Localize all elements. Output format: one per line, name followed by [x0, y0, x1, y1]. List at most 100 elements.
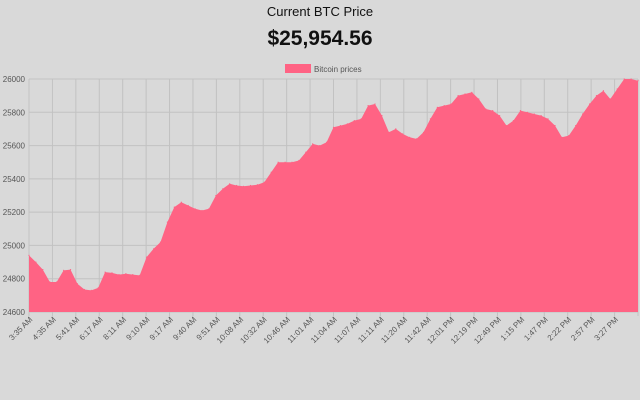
data-point[interactable] — [132, 274, 134, 276]
data-point[interactable] — [125, 273, 127, 275]
data-point[interactable] — [568, 135, 570, 137]
data-point[interactable] — [305, 151, 307, 153]
data-point[interactable] — [582, 113, 584, 115]
data-point[interactable] — [229, 183, 231, 185]
data-point[interactable] — [256, 184, 258, 186]
x-tick-label: 8:11 AM — [101, 315, 128, 342]
data-point[interactable] — [388, 131, 390, 133]
x-tick-label: 5:41 AM — [54, 315, 81, 342]
data-point[interactable] — [28, 254, 30, 256]
data-point[interactable] — [367, 105, 369, 107]
data-point[interactable] — [326, 141, 328, 143]
data-point[interactable] — [298, 159, 300, 162]
data-point[interactable] — [332, 126, 335, 128]
data-point[interactable] — [457, 95, 459, 97]
data-point[interactable] — [374, 103, 376, 105]
data-point[interactable] — [409, 136, 411, 138]
data-point[interactable] — [63, 269, 65, 271]
data-point[interactable] — [471, 91, 473, 93]
data-point[interactable] — [436, 106, 438, 108]
data-point[interactable] — [547, 118, 549, 120]
data-point[interactable] — [464, 93, 466, 95]
data-point[interactable] — [104, 271, 106, 273]
data-point[interactable] — [319, 145, 321, 147]
data-point[interactable] — [616, 88, 618, 90]
data-point[interactable] — [236, 184, 238, 187]
data-point[interactable] — [159, 241, 162, 243]
data-point[interactable] — [201, 209, 203, 212]
data-point[interactable] — [90, 289, 92, 291]
data-point[interactable] — [450, 103, 452, 105]
data-point[interactable] — [97, 287, 99, 289]
data-point[interactable] — [166, 221, 168, 223]
y-tick-label: 24800 — [3, 275, 26, 284]
data-point[interactable] — [277, 161, 279, 163]
data-point[interactable] — [402, 133, 404, 135]
data-point[interactable] — [284, 161, 286, 163]
data-point[interactable] — [173, 206, 175, 208]
data-point[interactable] — [270, 171, 272, 173]
data-point[interactable] — [485, 108, 487, 110]
data-point[interactable] — [353, 120, 355, 122]
data-point[interactable] — [339, 125, 341, 127]
x-tick-label: 6:17 AM — [78, 315, 105, 342]
data-point[interactable] — [56, 281, 58, 283]
data-point[interactable] — [589, 103, 591, 105]
data-point[interactable] — [609, 98, 611, 100]
data-point[interactable] — [194, 208, 196, 210]
data-point[interactable] — [381, 115, 383, 117]
data-point[interactable] — [153, 248, 155, 250]
data-point[interactable] — [139, 274, 141, 276]
x-tick-label: 9:10 AM — [124, 315, 151, 342]
data-point[interactable] — [187, 204, 189, 207]
data-point[interactable] — [42, 269, 44, 271]
y-tick-label: 25200 — [3, 208, 26, 217]
data-point[interactable] — [575, 125, 577, 127]
data-point[interactable] — [630, 78, 632, 80]
legend-label: Bitcoin prices — [314, 65, 362, 74]
data-point[interactable] — [180, 201, 182, 203]
x-tick-label: 4:35 AM — [31, 315, 58, 342]
data-point[interactable] — [35, 261, 37, 263]
data-point[interactable] — [249, 184, 252, 187]
data-point[interactable] — [69, 269, 72, 271]
data-point[interactable] — [499, 115, 501, 117]
data-point[interactable] — [533, 113, 535, 115]
data-point[interactable] — [415, 138, 418, 140]
data-point[interactable] — [512, 120, 515, 122]
data-point[interactable] — [146, 256, 148, 258]
data-point[interactable] — [346, 123, 348, 125]
data-point[interactable] — [111, 272, 113, 274]
data-point[interactable] — [76, 283, 78, 285]
data-point[interactable] — [637, 80, 639, 82]
data-point[interactable] — [422, 131, 425, 133]
data-point[interactable] — [215, 194, 217, 197]
data-point[interactable] — [312, 143, 314, 145]
data-point[interactable] — [561, 136, 563, 138]
data-point[interactable] — [505, 125, 508, 127]
data-point[interactable] — [540, 115, 542, 117]
data-point[interactable] — [602, 90, 605, 92]
data-point[interactable] — [291, 161, 293, 163]
data-point[interactable] — [554, 125, 556, 127]
data-point[interactable] — [83, 288, 85, 291]
data-point[interactable] — [222, 188, 224, 190]
data-point[interactable] — [478, 98, 480, 100]
data-point[interactable] — [595, 95, 598, 97]
data-point[interactable] — [118, 274, 120, 276]
data-point[interactable] — [208, 208, 210, 210]
legend[interactable]: Bitcoin prices — [285, 64, 362, 74]
data-point[interactable] — [519, 110, 522, 112]
data-point[interactable] — [443, 105, 445, 107]
x-tick-label: 9:17 AM — [148, 315, 175, 342]
data-point[interactable] — [360, 118, 362, 120]
data-point[interactable] — [49, 281, 51, 283]
data-point[interactable] — [395, 128, 397, 130]
data-point[interactable] — [526, 111, 528, 113]
data-point[interactable] — [429, 118, 431, 120]
data-point[interactable] — [263, 181, 265, 183]
data-point[interactable] — [242, 185, 245, 187]
data-point[interactable] — [492, 110, 494, 112]
data-point[interactable] — [623, 78, 625, 80]
